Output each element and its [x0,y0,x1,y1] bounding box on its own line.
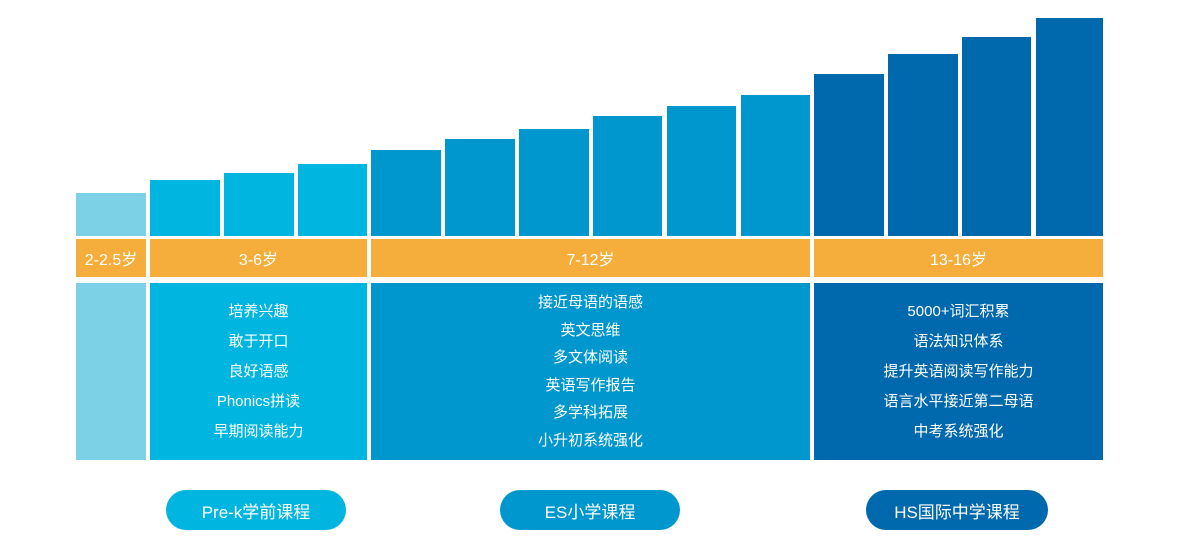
step-bar-3 [224,173,294,236]
es-point: 英语写作报告 [545,376,636,394]
prek-point: Phonics拼读 [216,392,301,410]
age-label-prek: 3-6岁 [150,239,367,277]
hs-point: 中考系统强化 [913,422,1004,440]
step-bar-14 [1036,18,1103,236]
prek-point: 培养兴趣 [228,302,289,320]
age-label-hs: 13-16岁 [814,239,1103,277]
step-bar-8 [593,116,662,236]
step-bar-1 [76,193,146,236]
step-bar-13 [962,37,1031,236]
age-label-toddler: 2-2.5岁 [76,239,146,277]
prek-point: 早期阅读能力 [213,422,304,440]
step-bar-12 [888,54,958,236]
panel-es: 接近母语的语感 英文思维 多文体阅读 英语写作报告 多学科拓展 小升初系统强化 [371,283,810,460]
es-point: 多学科拓展 [552,404,628,421]
hs-point: 语法知识体系 [913,332,1004,350]
step-bar-11 [814,74,884,236]
panel-prek: 培养兴趣 敢于开口 良好语感 Phonics拼读 早期阅读能力 [150,283,367,460]
step-bar-7 [519,129,589,236]
step-bar-2 [150,180,220,236]
hs-point: 5000+词汇积累 [907,302,1010,320]
course-button-hs[interactable]: HS国际中学课程 [866,490,1048,530]
step-bar-4 [298,164,367,236]
step-bar-5 [371,150,441,236]
step-bar-10 [741,95,810,236]
hs-point: 语言水平接近第二母语 [883,392,1034,410]
course-button-es[interactable]: ES小学课程 [500,490,680,530]
step-bar-9 [667,106,736,236]
panel-hs: 5000+词汇积累 语法知识体系 提升英语阅读写作能力 语言水平接近第二母语 中… [814,283,1103,460]
prek-point: 良好语感 [228,362,289,380]
course-button-prek[interactable]: Pre-k学前课程 [166,490,346,530]
panel-toddler [76,283,146,460]
age-label-es: 7-12岁 [371,239,810,277]
step-bar-6 [445,139,515,236]
es-point: 英文思维 [560,321,621,339]
es-point: 接近母语的语感 [537,294,643,311]
hs-point: 提升英语阅读写作能力 [883,362,1034,380]
es-point: 小升初系统强化 [537,431,643,449]
es-point: 多文体阅读 [552,349,628,366]
prek-point: 敢于开口 [228,332,289,350]
